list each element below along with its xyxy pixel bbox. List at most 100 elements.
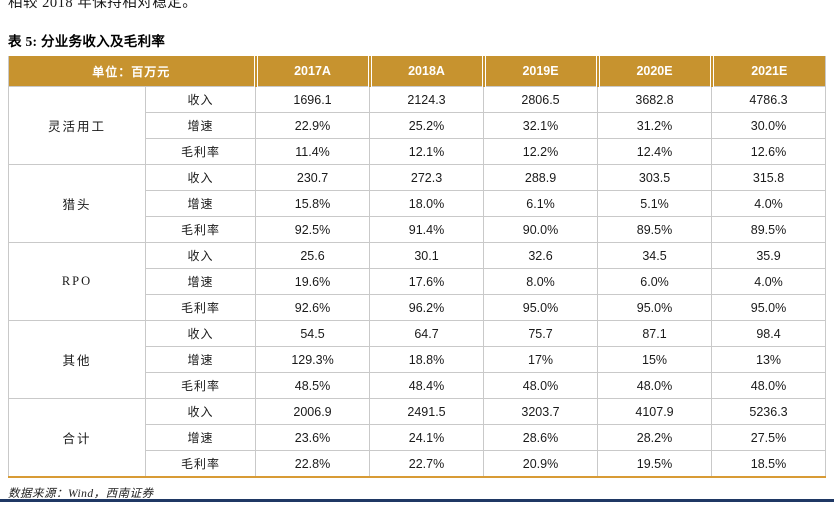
value-cell: 17.6%	[369, 268, 485, 295]
metric-cell: 收入	[144, 398, 257, 425]
value-cell: 98.4	[711, 320, 827, 347]
value-cell: 4786.3	[711, 86, 827, 113]
category-cell: 猎头	[8, 164, 146, 243]
metric-cell: 增速	[144, 268, 257, 295]
table-caption: 表 5: 分业务收入及毛利率	[8, 34, 166, 49]
metric-cell: 收入	[144, 86, 257, 113]
year-header-cell: 2019E	[481, 56, 598, 87]
value-cell: 4.0%	[711, 268, 827, 295]
value-cell: 15.8%	[255, 190, 371, 217]
year-header-cell: 2020E	[595, 56, 712, 87]
value-cell: 4107.9	[597, 398, 713, 425]
table-row: 增速 15.8% 18.0% 6.1% 5.1% 4.0%	[9, 190, 827, 217]
value-cell: 18.0%	[369, 190, 485, 217]
value-cell: 32.1%	[483, 112, 599, 139]
value-cell: 28.2%	[597, 424, 713, 451]
value-cell: 303.5	[597, 164, 713, 191]
metric-cell: 毛利率	[144, 138, 257, 165]
value-cell: 3682.8	[597, 86, 713, 113]
table-row: 增速 22.9% 25.2% 32.1% 31.2% 30.0%	[9, 112, 827, 139]
value-cell: 27.5%	[711, 424, 827, 451]
value-cell: 54.5	[255, 320, 371, 347]
value-cell: 24.1%	[369, 424, 485, 451]
category-cell: 灵活用工	[8, 86, 146, 165]
value-cell: 315.8	[711, 164, 827, 191]
value-cell: 30.0%	[711, 112, 827, 139]
value-cell: 34.5	[597, 242, 713, 269]
value-cell: 230.7	[255, 164, 371, 191]
metric-cell: 增速	[144, 424, 257, 451]
value-cell: 35.9	[711, 242, 827, 269]
value-cell: 48.0%	[597, 372, 713, 399]
category-cell: RPO	[8, 242, 146, 321]
value-cell: 5.1%	[597, 190, 713, 217]
metric-cell: 收入	[144, 320, 257, 347]
value-cell: 19.5%	[597, 450, 713, 478]
table-row: 毛利率 11.4% 12.1% 12.2% 12.4% 12.6%	[9, 138, 827, 165]
year-header-cell: 2018A	[367, 56, 484, 87]
category-cell: 其他	[8, 320, 146, 399]
metric-cell: 收入	[144, 164, 257, 191]
year-header-cell: 2017A	[253, 56, 370, 87]
table-row: 增速 23.6% 24.1% 28.6% 28.2% 27.5%	[9, 424, 827, 451]
value-cell: 28.6%	[483, 424, 599, 451]
table-body: 灵活用工 收入 1696.1 2124.3 2806.5 3682.8 4786…	[8, 86, 827, 478]
value-cell: 2806.5	[483, 86, 599, 113]
value-cell: 12.1%	[369, 138, 485, 165]
category-cell: 合计	[8, 398, 146, 478]
table-row: RPO 收入 25.6 30.1 32.6 34.5 35.9	[8, 242, 827, 321]
table-header: 单位：百万元 2017A 2018A 2019E 2020E 2021E	[8, 56, 826, 87]
table-row: 猎头 收入 230.7 272.3 288.9 303.5 315.8	[8, 164, 827, 243]
value-cell: 11.4%	[255, 138, 371, 165]
year-header-cell: 2021E	[709, 56, 826, 87]
value-cell: 18.5%	[711, 450, 827, 478]
metric-cell: 毛利率	[144, 216, 257, 243]
value-cell: 48.5%	[255, 372, 371, 399]
value-cell: 75.7	[483, 320, 599, 347]
value-cell: 48.0%	[711, 372, 827, 399]
value-cell: 2491.5	[369, 398, 485, 425]
value-cell: 30.1	[369, 242, 485, 269]
value-cell: 95.0%	[597, 294, 713, 321]
table-row: 增速 129.3% 18.8% 17% 15% 13%	[9, 346, 827, 373]
value-cell: 5236.3	[711, 398, 827, 425]
value-cell: 22.9%	[255, 112, 371, 139]
value-cell: 32.6	[483, 242, 599, 269]
segment-revenue-table: 单位：百万元 2017A 2018A 2019E 2020E 2021E 灵活用…	[8, 56, 827, 478]
value-cell: 15%	[597, 346, 713, 373]
unit-header-cell: 单位：百万元	[8, 56, 256, 87]
value-cell: 17%	[483, 346, 599, 373]
value-cell: 12.6%	[711, 138, 827, 165]
metric-cell: 增速	[144, 190, 257, 217]
metric-cell: 收入	[144, 242, 257, 269]
table-row: 合计 收入 2006.9 2491.5 3203.7 4107.9 5236.3	[8, 398, 827, 478]
metric-cell: 增速	[144, 112, 257, 139]
value-cell: 18.8%	[369, 346, 485, 373]
value-cell: 19.6%	[255, 268, 371, 295]
source-note: 数据来源：Wind，西南证券	[8, 488, 154, 500]
value-cell: 20.9%	[483, 450, 599, 478]
value-cell: 96.2%	[369, 294, 485, 321]
value-cell: 91.4%	[369, 216, 485, 243]
table-row: 毛利率 92.5% 91.4% 90.0% 89.5% 89.5%	[9, 216, 827, 243]
value-cell: 2006.9	[255, 398, 371, 425]
value-cell: 8.0%	[483, 268, 599, 295]
value-cell: 48.4%	[369, 372, 485, 399]
page-bottom-divider	[0, 499, 834, 502]
value-cell: 95.0%	[483, 294, 599, 321]
table-row: 其他 收入 54.5 64.7 75.7 87.1 98.4	[8, 320, 827, 399]
value-cell: 6.0%	[597, 268, 713, 295]
value-cell: 25.2%	[369, 112, 485, 139]
value-cell: 272.3	[369, 164, 485, 191]
value-cell: 12.4%	[597, 138, 713, 165]
table-row: 增速 19.6% 17.6% 8.0% 6.0% 4.0%	[9, 268, 827, 295]
metric-cell: 毛利率	[144, 294, 257, 321]
metric-cell: 毛利率	[144, 372, 257, 399]
value-cell: 12.2%	[483, 138, 599, 165]
value-cell: 22.8%	[255, 450, 371, 478]
value-cell: 92.6%	[255, 294, 371, 321]
value-cell: 22.7%	[369, 450, 485, 478]
value-cell: 23.6%	[255, 424, 371, 451]
value-cell: 89.5%	[597, 216, 713, 243]
value-cell: 4.0%	[711, 190, 827, 217]
